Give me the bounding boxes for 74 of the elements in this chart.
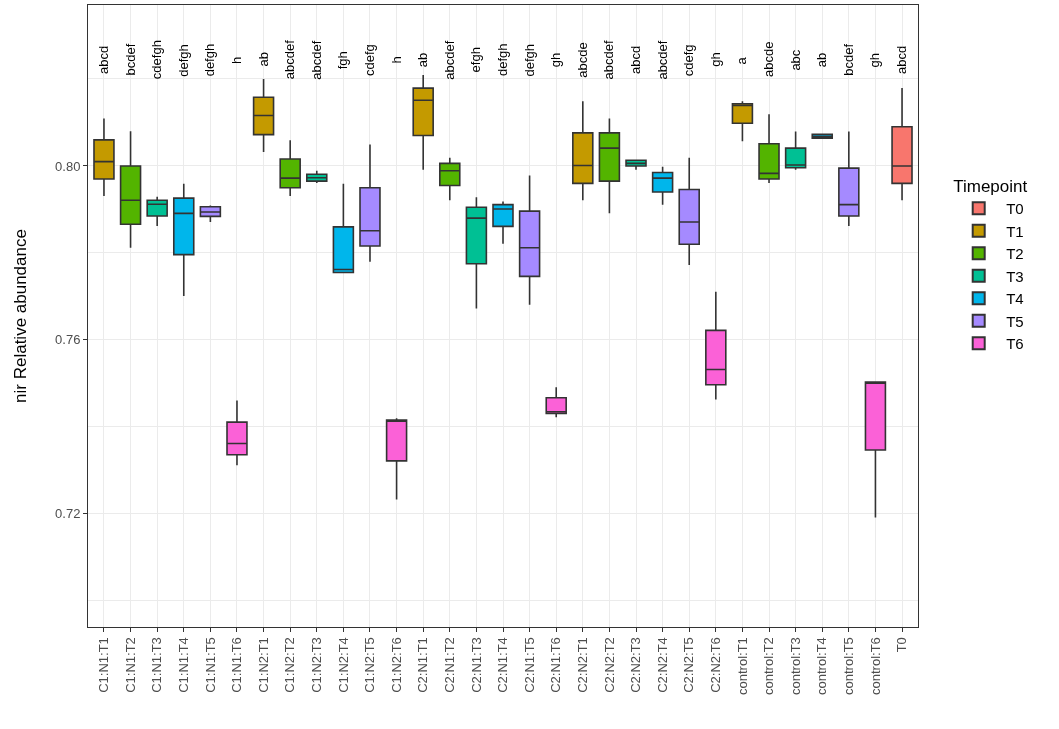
annotation: efgh (468, 47, 484, 73)
x-tick-label: C1:N1:T2 (122, 637, 138, 693)
x-tick-label: C1:N1:T5 (202, 637, 218, 693)
legend-label: T1 (1006, 222, 1024, 240)
x-tick-label: C2:N2:T1 (575, 637, 591, 693)
x-tick-label: C1:N1:T6 (229, 637, 245, 693)
annotation: defgh (521, 44, 537, 77)
x-tick-label: control:T2 (761, 637, 777, 696)
legend-label: T5 (1006, 312, 1024, 330)
x-tick-label: C2:N2:T6 (708, 637, 724, 693)
y-tick-label: 0.76 (55, 332, 81, 348)
x-tick-label: C1:N1:T3 (149, 637, 165, 693)
annotation: abcde (574, 42, 590, 78)
x-tick-label: C1:N1:T1 (96, 637, 112, 693)
x-tick-label: C2:N1:T6 (548, 637, 564, 693)
legend-label: T4 (1006, 290, 1024, 308)
x-tick-label: C1:N1:T4 (176, 637, 191, 693)
annotation: abc (787, 49, 803, 71)
x-tick-label: C1:N2:T6 (388, 637, 404, 693)
x-tick-label: C1:N2:T4 (335, 637, 351, 693)
annotation: ab (415, 52, 431, 68)
annotation: abcdef (441, 40, 457, 80)
legend-label: T2 (1006, 245, 1024, 263)
x-tick-label: C2:N2:T5 (681, 637, 697, 693)
y-tick-label: 0.72 (55, 506, 81, 522)
annotation: abcdef (282, 39, 298, 80)
annotation: gh (548, 52, 564, 68)
x-tick-label: C2:N2:T4 (654, 637, 670, 693)
x-tick-label: C1:N2:T3 (309, 637, 325, 693)
annotation: gh (867, 52, 883, 68)
y-tick-label: 0.80 (55, 158, 81, 174)
annotation: cdefgh (149, 40, 165, 80)
x-tick-label: control:T5 (841, 637, 857, 696)
annotation: gh (707, 52, 723, 67)
x-tick-label: control:T1 (734, 637, 750, 696)
x-tick-label: C1:N2:T5 (362, 637, 378, 693)
x-tick-label: C2:N2:T2 (601, 637, 617, 693)
annotation: abcde (761, 41, 777, 78)
y-axis-title: nir Relative abundance (10, 229, 30, 403)
annotation: abcd (95, 45, 111, 74)
annotation: bcdef (840, 43, 856, 76)
annotation: cdefg (681, 44, 697, 77)
x-tick-label: C2:N1:T4 (495, 637, 511, 693)
annotation: defgh (175, 44, 191, 77)
annotation: abcd (894, 45, 910, 75)
x-tick-label: C1:N2:T2 (282, 637, 298, 693)
annotation: defgh (495, 43, 511, 76)
annotation: ab (255, 52, 271, 67)
annotation: bcdef (122, 43, 138, 76)
annotation: h (228, 56, 244, 64)
annotation: h (388, 56, 404, 64)
x-tick-label: C1:N2:T1 (255, 637, 271, 693)
legend-label: T6 (1006, 335, 1024, 353)
annotation: ab (814, 52, 830, 68)
annotation: fgh (335, 51, 351, 70)
x-tick-label: control:T4 (814, 637, 830, 696)
annotation: abcdef (308, 40, 324, 80)
x-tick-label: C2:N1:T2 (442, 637, 458, 693)
legend-label: T3 (1006, 267, 1024, 285)
x-tick-label: C2:N2:T3 (628, 637, 644, 693)
annotation: a (734, 56, 750, 65)
x-tick-label: C2:N1:T5 (521, 637, 537, 693)
annotation: abcdef (601, 39, 617, 80)
x-tick-label: control:T6 (867, 637, 883, 696)
x-tick-label: C2:N1:T3 (468, 637, 484, 693)
annotation: defgh (202, 43, 218, 77)
x-tick-label: C2:N1:T1 (415, 637, 431, 693)
x-tick-label: control:T3 (787, 637, 803, 696)
annotation: cdefg (362, 44, 378, 76)
legend-label: T0 (1006, 200, 1024, 218)
annotation: abcdef (654, 40, 670, 80)
x-tick-label: T0 (894, 637, 910, 653)
annotation: abcd (628, 45, 644, 74)
legend-title: Timepoint (953, 176, 1028, 196)
